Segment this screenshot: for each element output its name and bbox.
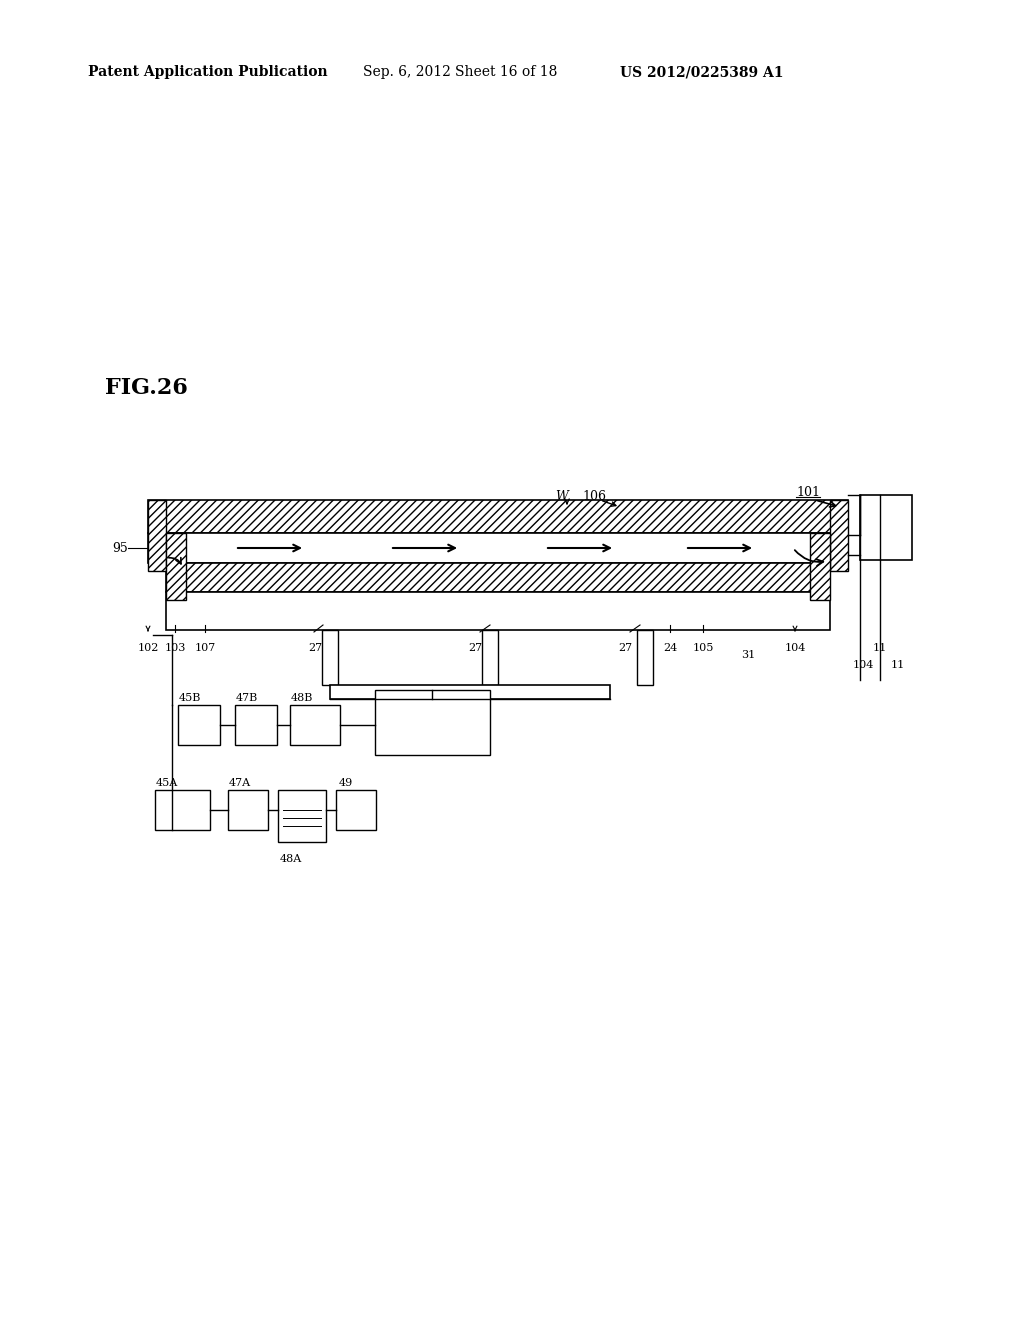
Bar xyxy=(166,591,830,630)
Bar xyxy=(482,630,498,685)
Bar xyxy=(148,500,848,533)
Text: 47A: 47A xyxy=(229,777,251,788)
Text: 49: 49 xyxy=(339,777,353,788)
Text: W: W xyxy=(555,491,568,503)
Bar xyxy=(322,630,338,685)
Bar xyxy=(375,690,490,755)
Bar xyxy=(330,685,610,700)
Text: 24: 24 xyxy=(663,643,677,653)
Text: 105: 105 xyxy=(692,643,714,653)
Bar xyxy=(148,500,166,572)
Text: Sep. 6, 2012: Sep. 6, 2012 xyxy=(362,65,451,79)
Text: 107: 107 xyxy=(195,643,216,653)
Text: 48A: 48A xyxy=(280,854,302,865)
Text: FIG.26: FIG.26 xyxy=(105,378,187,399)
Bar xyxy=(178,705,220,744)
Bar xyxy=(637,630,653,685)
Text: Patent Application Publication: Patent Application Publication xyxy=(88,65,328,79)
Bar xyxy=(166,564,830,591)
Text: 45A: 45A xyxy=(156,777,178,788)
Text: 102: 102 xyxy=(137,643,159,653)
Bar xyxy=(234,705,278,744)
Bar xyxy=(336,789,376,830)
Text: 27: 27 xyxy=(468,643,482,653)
Bar xyxy=(228,789,268,830)
Text: 27: 27 xyxy=(308,643,323,653)
Bar xyxy=(810,533,830,601)
Text: 48B: 48B xyxy=(291,693,313,704)
Text: 31: 31 xyxy=(741,649,755,660)
Bar xyxy=(290,705,340,744)
Text: 11: 11 xyxy=(872,643,887,653)
Text: 103: 103 xyxy=(164,643,185,653)
Text: 104: 104 xyxy=(852,660,873,671)
Text: 101: 101 xyxy=(796,487,820,499)
Bar xyxy=(830,500,848,572)
Text: 11: 11 xyxy=(891,660,905,671)
Text: 104: 104 xyxy=(784,643,806,653)
Text: 106: 106 xyxy=(582,491,606,503)
Text: Sheet 16 of 18: Sheet 16 of 18 xyxy=(455,65,557,79)
Text: 27: 27 xyxy=(618,643,632,653)
Bar xyxy=(166,533,186,601)
Bar xyxy=(860,495,912,560)
Text: US 2012/0225389 A1: US 2012/0225389 A1 xyxy=(620,65,783,79)
Text: 95: 95 xyxy=(112,541,128,554)
Text: 47B: 47B xyxy=(236,693,258,704)
Text: 45B: 45B xyxy=(179,693,202,704)
Bar xyxy=(148,533,848,564)
Bar xyxy=(278,789,326,842)
Bar xyxy=(155,789,210,830)
